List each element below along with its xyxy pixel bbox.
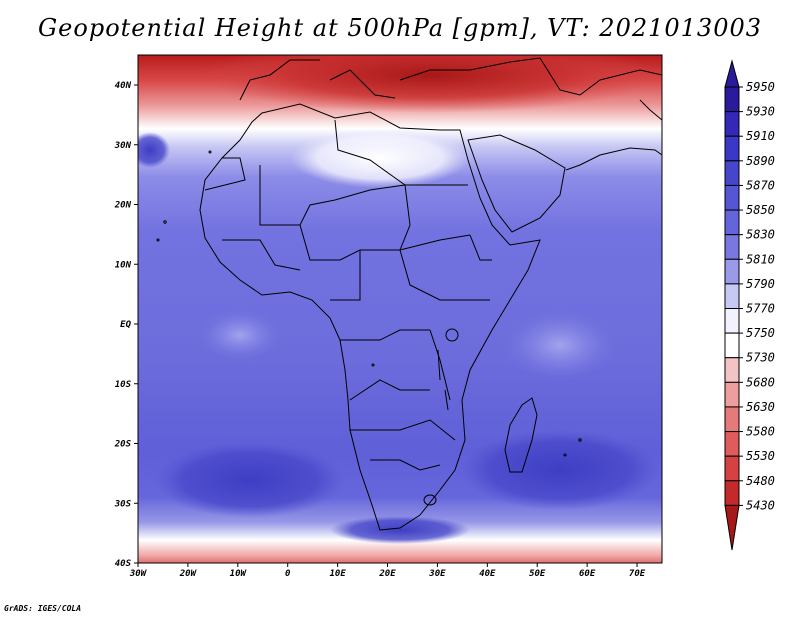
colorbar-swatch: [724, 86, 740, 113]
colorbar-label: 5830: [746, 228, 775, 242]
colorbar-label: 5950: [746, 80, 775, 94]
lon-tick-label: 10W: [230, 569, 248, 579]
grads-credit: GrADS: IGES/COLA: [4, 604, 82, 613]
lon-tick-label: 30E: [428, 569, 446, 579]
colorbar-swatch: [724, 431, 740, 457]
colorbar-label: 5580: [746, 425, 775, 439]
colorbar-label: 5430: [746, 498, 775, 512]
colorbar-label: 5750: [746, 326, 775, 340]
colorbar-label: 5910: [746, 129, 775, 143]
colorbar-swatch: [724, 480, 740, 506]
colorbar-swatch: [724, 135, 740, 162]
colorbar-swatch: [724, 455, 740, 482]
colorbar-top-arrow: [724, 59, 740, 88]
colorbar-label: 5630: [746, 400, 775, 414]
colorbar-swatch: [724, 283, 740, 309]
colorbar-label: 5850: [746, 203, 775, 217]
lon-tick-label: 20W: [179, 569, 198, 579]
lat-tick-label: EQ: [120, 320, 131, 330]
colorbar-swatch: [724, 406, 740, 433]
lon-tick-label: 0: [285, 569, 291, 579]
lat-tick-label: 30N: [114, 141, 132, 151]
lon-tick-label: 60E: [579, 569, 596, 579]
map-title: Geopotential Height at 500hPa [gpm], VT:…: [38, 14, 762, 42]
colorbar-label: 5480: [746, 474, 775, 488]
latitude-axis: 40N 30N 20N 10N EQ 10S 20S 30S 40S: [114, 81, 138, 569]
colorbar-swatch: [724, 357, 740, 383]
colorbar-swatch: [724, 258, 740, 285]
lon-tick-label: 50E: [529, 569, 546, 579]
lon-tick-label: 20E: [378, 569, 396, 579]
colorbar-label: 5930: [746, 105, 775, 119]
lon-tick-label: 70E: [629, 569, 646, 579]
colorbar-swatch: [724, 308, 740, 334]
colorbar-label: 5530: [746, 449, 775, 463]
colorbar-swatch: [724, 111, 740, 137]
colorbar-label: 5890: [746, 154, 775, 168]
colorbar-label: 5680: [746, 375, 775, 389]
colorbar-label: 5790: [746, 277, 775, 291]
colorbar-swatch: [724, 332, 740, 359]
colorbar-label: 5810: [746, 252, 775, 266]
lat-tick-label: 10S: [115, 380, 132, 390]
colorbar-label: 5730: [746, 351, 775, 365]
longitude-axis: 30W 20W 10W 0 10E 20E 30E 40E 50E 60E 70E: [129, 563, 646, 579]
lat-tick-label: 40N: [115, 81, 132, 91]
lon-tick-label: 10E: [329, 569, 346, 579]
colorbar-label: 5870: [746, 178, 775, 192]
colorbar-bottom-arrow: [724, 504, 740, 551]
lat-tick-label: 10N: [115, 260, 132, 270]
colorbar-swatch: [724, 160, 740, 186]
lat-tick-label: 20N: [114, 201, 132, 211]
lon-tick-label: 30W: [129, 569, 148, 579]
colorbar-swatch: [724, 209, 740, 236]
lon-tick-label: 40E: [479, 569, 496, 579]
lat-tick-label: 20S: [114, 440, 132, 450]
colorbar-label: 5770: [746, 302, 775, 316]
colorbar-swatch: [724, 184, 740, 211]
lat-tick-label: 40S: [115, 559, 132, 569]
colorbar-swatch: [724, 234, 740, 260]
lat-tick-label: 30S: [114, 499, 132, 509]
height-field: [138, 55, 662, 563]
colorbar-swatch: [724, 381, 740, 408]
colorbar: 5950 5930 5910 5890 5870 5850 5830 5810 5790 5770…: [724, 59, 775, 551]
coastlines: [156, 57, 662, 531]
map-frame: [137, 54, 663, 564]
